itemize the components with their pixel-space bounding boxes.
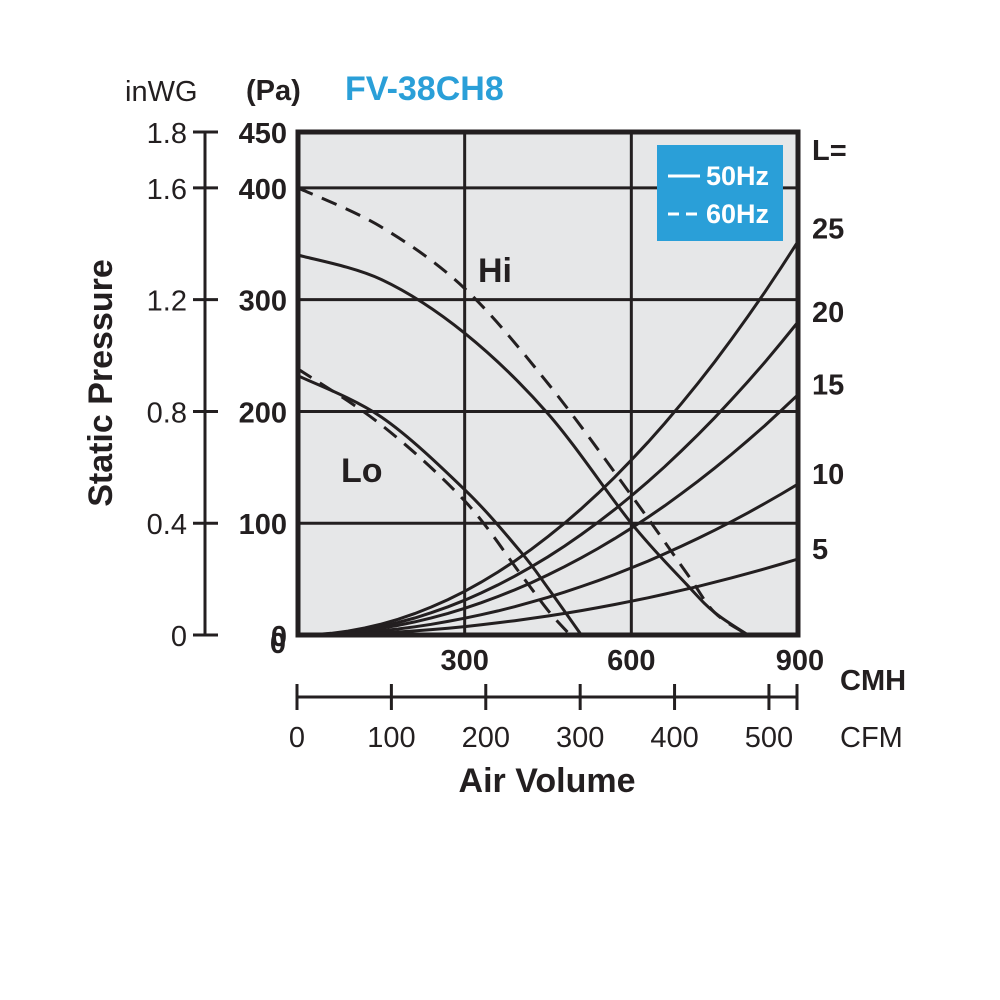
system-curve-l10 bbox=[297, 482, 799, 637]
system-curve-label-10: 10 bbox=[812, 459, 844, 491]
system-curve-l25 bbox=[297, 240, 800, 637]
x-axis-cmh-ticks: 0 300 600 900 bbox=[270, 628, 824, 677]
x-tick-label-cfm-500: 500 bbox=[745, 722, 793, 754]
y-tick-label-inwg-1.2: 1.2 bbox=[147, 286, 187, 318]
system-curve-title: L= bbox=[812, 135, 847, 167]
fan-curve-hi-50hz bbox=[297, 253, 749, 637]
y-unit-secondary-label: inWG bbox=[125, 76, 198, 108]
y-tick-label-pa-100: 100 bbox=[239, 509, 287, 541]
x-tick-label-cmh-0: 0 bbox=[270, 628, 286, 660]
y-tick-label-pa-0: 0 bbox=[271, 621, 287, 653]
y-axis: 0 0 100 0.4 200 0.8 300 1.2 400 1.6 450 1.8 bbox=[147, 118, 287, 653]
legend-label-50hz: 50Hz bbox=[706, 161, 769, 191]
fan-curve-lo-50hz bbox=[297, 374, 583, 636]
chart-title: FV-38CH8 bbox=[345, 70, 504, 108]
x-tick-label-cfm-300: 300 bbox=[556, 722, 604, 754]
legend-box bbox=[657, 145, 783, 241]
system-curve-l20 bbox=[297, 321, 800, 637]
y-tick-label-pa-300: 300 bbox=[239, 286, 287, 318]
system-curve-label-20: 20 bbox=[812, 297, 844, 329]
y-tick-label-pa-450: 450 bbox=[239, 118, 287, 150]
curves-layer bbox=[297, 186, 800, 637]
x-tick-label-cfm-200: 200 bbox=[462, 722, 510, 754]
system-curve-label-25: 25 bbox=[812, 214, 844, 246]
system-curve-label-15: 15 bbox=[812, 370, 844, 402]
plot-frame bbox=[295, 129, 801, 638]
x-tick-label-cfm-400: 400 bbox=[650, 722, 698, 754]
y-tick-label-pa-200: 200 bbox=[239, 397, 287, 429]
annotation-hi: Hi bbox=[478, 252, 512, 290]
legend: 50Hz 60Hz bbox=[657, 145, 783, 241]
y-tick-label-inwg-1.8: 1.8 bbox=[147, 118, 187, 150]
x-tick-label-cfm-0: 0 bbox=[289, 722, 305, 754]
y-axis-title: Static Pressure bbox=[82, 259, 120, 507]
x-tick-label-cmh-900: 900 bbox=[776, 645, 824, 677]
x-unit-primary-label: CMH bbox=[840, 665, 906, 697]
y-unit-primary-label: (Pa) bbox=[246, 75, 301, 107]
y-tick-label-inwg-0: 0 bbox=[171, 621, 187, 653]
x-tick-label-cmh-300: 300 bbox=[440, 645, 488, 677]
x-tick-label-cmh-600: 600 bbox=[607, 645, 655, 677]
system-curve-label-5: 5 bbox=[812, 534, 828, 566]
annotation-lo: Lo bbox=[341, 452, 383, 490]
y-tick-label-pa-400: 400 bbox=[239, 174, 287, 206]
y-tick-label-inwg-0.8: 0.8 bbox=[147, 397, 187, 429]
x-axis-cfm: 0 100 200 300 400 500 bbox=[289, 684, 799, 754]
y-tick-label-inwg-0.4: 0.4 bbox=[147, 509, 187, 541]
x-tick-label-cfm-100: 100 bbox=[367, 722, 415, 754]
fan-curve-hi-60hz bbox=[297, 186, 749, 637]
system-curve-labels: 25 20 15 10 5 bbox=[812, 214, 844, 566]
y-tick-label-inwg-1.6: 1.6 bbox=[147, 174, 187, 206]
system-curve-l15 bbox=[297, 393, 800, 637]
legend-label-60hz: 60Hz bbox=[706, 199, 769, 229]
x-axis-title: Air Volume bbox=[459, 762, 636, 800]
x-unit-secondary-label: CFM bbox=[840, 722, 903, 754]
fan-curve-lo-60hz bbox=[297, 367, 572, 637]
